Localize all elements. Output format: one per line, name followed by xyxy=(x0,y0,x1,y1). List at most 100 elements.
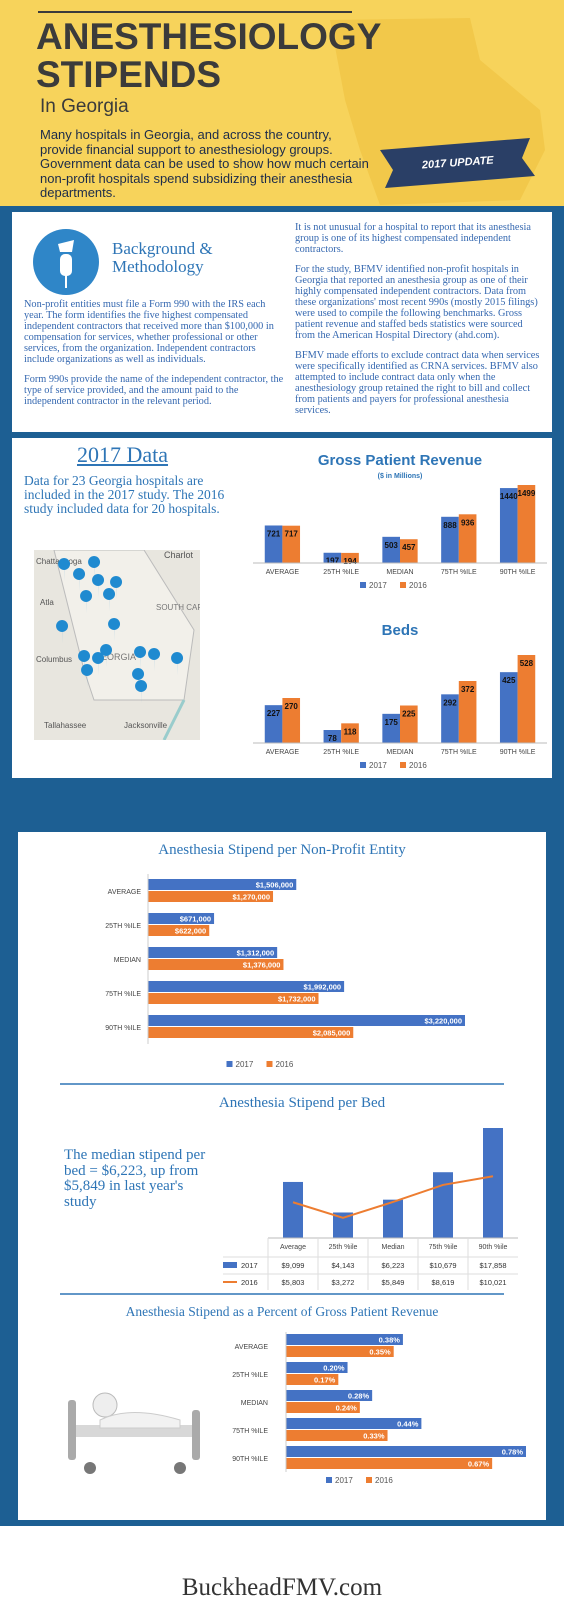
right-column: It is not unusual for a hospital to repo… xyxy=(295,222,545,425)
value-label: 194 xyxy=(343,557,357,566)
bar xyxy=(264,705,283,743)
value-label: 270 xyxy=(285,702,299,711)
legend-label: 2016 xyxy=(241,1278,258,1287)
header-art: 2017 UPDATE xyxy=(38,11,545,205)
legend-swatch xyxy=(400,762,406,768)
bar xyxy=(517,485,536,563)
badge: 2017 UPDATE xyxy=(420,154,494,171)
legend-label: 2016 xyxy=(409,761,427,770)
value-label: 457 xyxy=(402,543,416,552)
legend-swatch xyxy=(400,582,406,588)
x-tick-label: 90TH %ILE xyxy=(500,569,536,576)
bar xyxy=(286,1430,388,1441)
bar xyxy=(341,552,359,563)
bar xyxy=(341,723,359,743)
bar xyxy=(441,694,459,743)
pin xyxy=(88,556,101,580)
bar xyxy=(286,1458,493,1469)
pin xyxy=(135,680,148,704)
pin xyxy=(148,648,161,672)
pins xyxy=(56,556,184,704)
y-tick-label: MEDIAN xyxy=(114,957,141,964)
chart-subtitle: ($ in Millions) xyxy=(378,473,423,480)
bar xyxy=(400,539,418,563)
value-label: 0.17% xyxy=(314,1376,336,1385)
data-text: Data for 23 Georgia hospitals are includ… xyxy=(24,473,225,516)
wheel xyxy=(84,1462,96,1474)
map-label: Atla xyxy=(40,598,54,607)
pin xyxy=(110,576,123,600)
bar xyxy=(148,1015,465,1026)
entity-chart: Anesthesia Stipend per Non-Profit Entity… xyxy=(105,842,465,1069)
bed-chart: Anesthesia Stipend per Bed Average 25th %i… xyxy=(219,1095,518,1290)
value-label: $1,376,000 xyxy=(243,961,281,970)
percent-chart: Anesthesia Stipend as a Percent of Gross… xyxy=(126,1304,526,1485)
y-tick-label: MEDIAN xyxy=(241,1400,268,1407)
x-tick-label: Average xyxy=(280,1244,306,1251)
bar xyxy=(286,1374,339,1385)
figure-head xyxy=(92,1392,118,1418)
x-tick-label: 75TH %ILE xyxy=(441,749,477,756)
legend-swatch xyxy=(366,1477,372,1483)
title: ANESTHESIOLOGY STIPENDS xyxy=(36,18,381,94)
bar xyxy=(382,713,400,743)
data-heading: 2017 Data xyxy=(76,442,169,467)
value-label: 225 xyxy=(402,710,416,719)
value-label: $622,000 xyxy=(175,927,206,936)
bar xyxy=(148,913,215,924)
bar xyxy=(148,959,284,970)
value-label: 118 xyxy=(344,727,357,736)
value-label: 0.67% xyxy=(468,1460,490,1469)
left-column: Non-profit entities must file a Form 990… xyxy=(24,299,286,416)
pin xyxy=(132,668,145,692)
value-label: 227 xyxy=(267,709,281,718)
x-tick-label: 90TH %ILE xyxy=(500,749,536,756)
table-value: $5,803 xyxy=(282,1278,305,1287)
paragraph: It is not unusual for a hospital to repo… xyxy=(295,222,531,255)
title-line: ANESTHESIOLOGY xyxy=(36,16,382,57)
paragraph: Non-profit entities must file a Form 990… xyxy=(24,299,274,365)
x-tick-label: AVERAGE xyxy=(266,749,300,756)
bar xyxy=(148,891,274,902)
value-label: $2,085,000 xyxy=(313,1029,351,1038)
map-label: Jacksonville xyxy=(124,721,168,730)
intro: Many hospitals in Georgia, and across th… xyxy=(40,127,369,200)
bar xyxy=(286,1346,394,1357)
bar xyxy=(323,552,342,563)
table-value: $5,849 xyxy=(382,1278,405,1287)
value-label: 0.44% xyxy=(397,1420,419,1429)
map-label: Tallahassee xyxy=(44,721,87,730)
map-label: GEORGIA xyxy=(94,652,136,662)
revenue-chart: Gross Patient Revenue ($ in Millions) 721 7… xyxy=(253,452,547,590)
value-label: $1,312,000 xyxy=(237,949,275,958)
bar xyxy=(483,1128,503,1238)
bar xyxy=(286,1334,403,1345)
pin xyxy=(80,590,93,614)
x-tick-label: 75th %ile xyxy=(429,1244,458,1251)
chart-title: Gross Patient Revenue xyxy=(318,452,482,469)
bar xyxy=(148,993,319,1004)
coast xyxy=(162,699,186,740)
chart-title: Anesthesia Stipend per Non-Profit Entity xyxy=(158,842,406,858)
value-label: 372 xyxy=(461,685,475,694)
bar xyxy=(286,1418,422,1429)
table-value: $10,679 xyxy=(429,1261,456,1270)
icon xyxy=(33,229,99,295)
bed-head xyxy=(68,1400,76,1460)
line xyxy=(292,1175,494,1219)
bar xyxy=(148,925,210,936)
bar xyxy=(282,525,301,563)
y-tick-label: AVERAGE xyxy=(235,1344,269,1351)
divider xyxy=(60,1293,504,1295)
value-label: 0.28% xyxy=(348,1392,370,1401)
bar xyxy=(499,672,518,743)
legend-label: 2016 xyxy=(276,1060,294,1069)
table-value: $17,858 xyxy=(479,1261,506,1270)
legend-label: 2017 xyxy=(335,1476,353,1485)
header: 2017 UPDATE ANESTHESIOLOGY STIPENDS In G… xyxy=(0,0,564,206)
table-value: $10,021 xyxy=(479,1278,506,1287)
legend-swatch xyxy=(360,582,366,588)
pin xyxy=(92,574,105,598)
legend-swatch xyxy=(360,762,366,768)
value-label: 1440 xyxy=(500,492,518,501)
